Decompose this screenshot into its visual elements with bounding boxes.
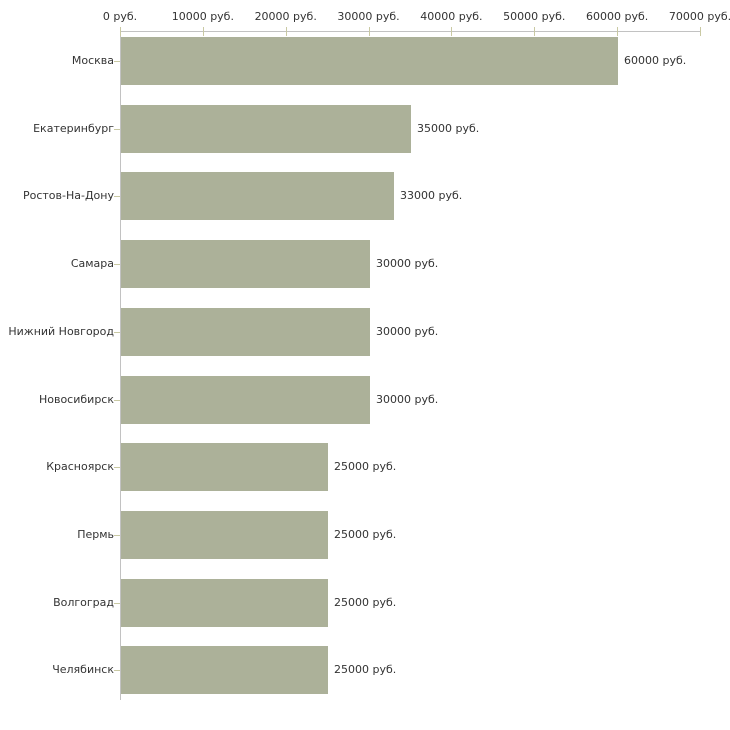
x-axis-tick: [617, 27, 619, 36]
x-axis-tick: [202, 27, 204, 36]
x-axis-line: [120, 31, 701, 32]
category-tick: [114, 467, 120, 468]
bar: [121, 105, 411, 153]
category-tick: [114, 332, 120, 333]
bar: [121, 308, 370, 356]
category-label: Новосибирск: [38, 393, 114, 406]
bar-value-label: 25000 руб.: [334, 663, 397, 676]
x-axis-tick-label: 60000 руб.: [586, 10, 649, 23]
category-label: Волгоград: [53, 596, 114, 609]
category-tick: [114, 264, 120, 265]
bar-value-label: 25000 руб.: [334, 596, 397, 609]
category-label: Самара: [70, 257, 114, 270]
category-tick: [114, 603, 120, 604]
x-axis-tick-label: 20000 руб.: [254, 10, 317, 23]
x-axis-tick: [368, 27, 370, 36]
bar: [121, 646, 328, 694]
x-axis-tick-label: 70000 руб.: [668, 10, 730, 23]
x-axis-tick: [285, 27, 287, 36]
x-axis-tick: [700, 27, 701, 36]
bar-value-label: 25000 руб.: [334, 460, 397, 473]
bar: [121, 443, 328, 491]
category-label: Нижний Новгород: [8, 325, 114, 338]
bar-value-label: 30000 руб.: [376, 325, 439, 338]
category-label: Ростов-На-Дону: [22, 189, 114, 202]
category-tick: [114, 61, 120, 62]
x-axis-tick-label: 10000 руб.: [171, 10, 234, 23]
category-label: Москва: [71, 54, 114, 67]
category-label: Челябинск: [52, 663, 114, 676]
bar: [121, 172, 394, 220]
bar-value-label: 33000 руб.: [400, 189, 463, 202]
category-tick: [114, 535, 120, 536]
x-axis-tick-label: 0 руб.: [102, 10, 138, 23]
x-axis-tick: [534, 27, 536, 36]
bar: [121, 579, 328, 627]
x-axis-tick: [451, 27, 453, 36]
category-tick: [114, 400, 120, 401]
category-tick: [114, 670, 120, 671]
category-tick: [114, 129, 120, 130]
bar: [121, 240, 370, 288]
category-label: Красноярск: [46, 460, 114, 473]
category-tick: [114, 196, 120, 197]
y-axis-line: [120, 31, 121, 700]
x-axis-tick-label: 30000 руб.: [337, 10, 400, 23]
bar-value-label: 25000 руб.: [334, 528, 397, 541]
category-label: Пермь: [77, 528, 114, 541]
x-axis-tick-label: 50000 руб.: [503, 10, 566, 23]
bar: [121, 37, 618, 85]
bar-value-label: 30000 руб.: [376, 393, 439, 406]
bar: [121, 376, 370, 424]
bar: [121, 511, 328, 559]
x-axis-tick: [120, 27, 121, 36]
category-label: Екатеринбург: [33, 122, 114, 135]
x-axis-tick-label: 40000 руб.: [420, 10, 483, 23]
bar-value-label: 30000 руб.: [376, 257, 439, 270]
bar-value-label: 60000 руб.: [624, 54, 687, 67]
bar-value-label: 35000 руб.: [417, 122, 480, 135]
